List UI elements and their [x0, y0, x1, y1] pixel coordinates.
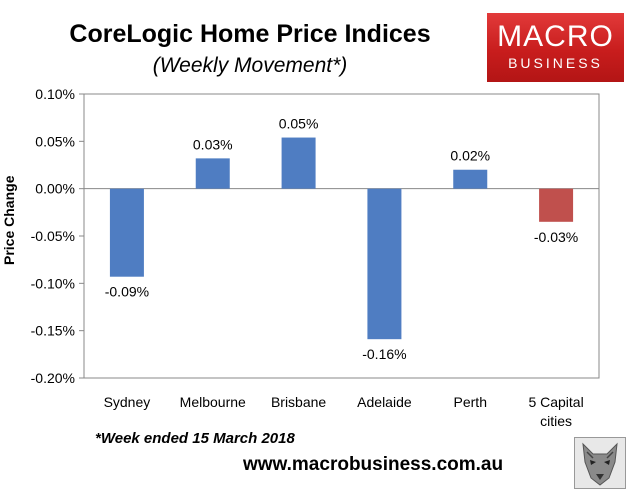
y-tick-label: -0.10% [31, 275, 75, 291]
x-tick-label: Sydney [104, 394, 151, 410]
y-tick-label: -0.20% [31, 370, 75, 386]
bar [539, 188, 574, 222]
footnote: *Week ended 15 March 2018 [95, 430, 295, 447]
data-label: 0.03% [193, 136, 233, 152]
bar [453, 169, 488, 189]
bar [109, 188, 144, 277]
x-tick-label: Adelaide [357, 394, 412, 410]
chart-subtitle: (Weekly Movement*) [152, 54, 348, 77]
bar [367, 188, 402, 340]
wolf-logo-icon [574, 437, 626, 489]
logo-text-macro: MACRO [497, 20, 614, 53]
data-label: -0.09% [105, 284, 149, 300]
data-label: -0.16% [362, 346, 406, 362]
y-tick-label: 0.10% [35, 86, 75, 102]
bar [281, 137, 316, 189]
macrobusiness-logo: MACRO BUSINESS [487, 13, 624, 82]
y-tick-label: 0.00% [35, 181, 75, 197]
y-tick-label: 0.05% [35, 133, 75, 149]
bar [195, 158, 230, 189]
data-label: 0.05% [279, 116, 319, 132]
x-tick-label-line2: cities [540, 413, 572, 429]
y-tick-label: -0.15% [31, 323, 75, 339]
chart-title: CoreLogic Home Price Indices [69, 20, 431, 48]
website-url: www.macrobusiness.com.au [243, 454, 504, 475]
logo-text-business: BUSINESS [508, 55, 603, 71]
data-label: -0.03% [534, 229, 578, 245]
x-tick-label: Melbourne [180, 394, 246, 410]
x-tick-label: 5 Capital [528, 394, 583, 410]
data-label: 0.02% [450, 148, 490, 164]
y-tick-label: -0.05% [31, 228, 75, 244]
x-tick-label: Perth [454, 394, 487, 410]
plot-area [83, 93, 600, 379]
x-tick-label: Brisbane [271, 394, 326, 410]
